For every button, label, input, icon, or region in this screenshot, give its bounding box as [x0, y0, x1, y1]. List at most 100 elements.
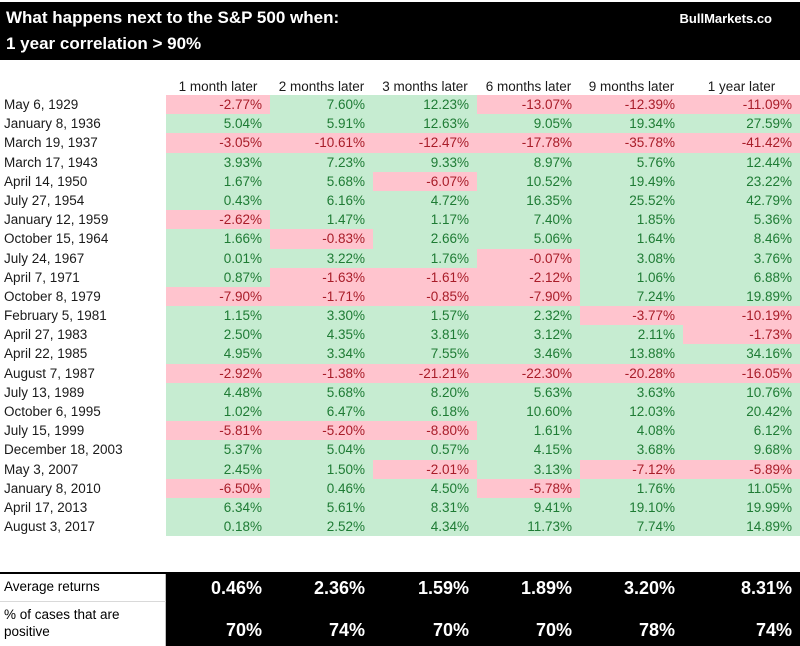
return-value-cell: 2.66%: [373, 229, 477, 249]
title-line-2: 1 year correlation > 90%: [6, 34, 202, 53]
return-value-cell: 0.01%: [166, 248, 270, 268]
title-line-1: What happens next to the S&P 500 when:: [6, 8, 340, 27]
row-date-label: July 13, 1989: [0, 382, 166, 402]
return-value-cell: -12.47%: [373, 133, 477, 153]
average-return-value: 3.20%: [580, 574, 683, 602]
return-value-cell: -10.61%: [270, 133, 373, 153]
return-value-cell: 3.63%: [580, 382, 683, 402]
return-value-cell: 12.03%: [580, 402, 683, 422]
return-value-cell: -1.61%: [373, 267, 477, 287]
return-value-cell: 5.91%: [270, 114, 373, 134]
return-value-cell: 3.76%: [683, 248, 800, 268]
row-date-label: July 24, 1967: [0, 248, 166, 268]
return-value-cell: -10.19%: [683, 306, 800, 326]
return-value-cell: 3.81%: [373, 325, 477, 345]
return-value-cell: 0.46%: [270, 478, 373, 498]
return-value-cell: -2.01%: [373, 459, 477, 479]
return-value-cell: 5.06%: [477, 229, 580, 249]
percent-positive-value: 70%: [166, 602, 270, 646]
row-date-label: January 8, 2010: [0, 478, 166, 498]
return-value-cell: 20.42%: [683, 402, 800, 422]
return-value-cell: 1.06%: [580, 267, 683, 287]
row-date-label: May 3, 2007: [0, 459, 166, 479]
return-value-cell: -1.73%: [683, 325, 800, 345]
return-value-cell: -35.78%: [580, 133, 683, 153]
return-value-cell: -7.90%: [166, 286, 270, 307]
column-header: 1 month later: [178, 79, 258, 94]
column-header: 1 year later: [707, 79, 776, 94]
return-value-cell: 8.97%: [477, 152, 580, 172]
brand-logo: BullMarkets.co: [679, 11, 772, 26]
column-header: 3 months later: [382, 79, 468, 94]
row-date-label: October 6, 1995: [0, 402, 166, 422]
return-value-cell: 14.89%: [683, 517, 800, 537]
return-value-cell: 23.22%: [683, 171, 800, 191]
return-value-cell: 5.63%: [477, 382, 580, 402]
return-value-cell: 6.12%: [683, 421, 800, 441]
return-value-cell: 6.18%: [373, 402, 477, 422]
percent-positive-value: 70%: [373, 602, 477, 646]
column-header: 6 months later: [485, 79, 572, 94]
return-value-cell: 5.04%: [270, 440, 373, 460]
return-value-cell: -5.20%: [270, 421, 373, 441]
return-value-cell: 5.36%: [683, 210, 800, 230]
row-date-label: January 12, 1959: [0, 210, 166, 230]
return-value-cell: 4.48%: [166, 382, 270, 402]
return-value-cell: 1.02%: [166, 402, 270, 422]
return-value-cell: 4.95%: [166, 344, 270, 364]
row-date-label: July 27, 1954: [0, 190, 166, 211]
average-return-value: 1.89%: [477, 574, 580, 602]
return-value-cell: 0.57%: [373, 440, 477, 460]
return-value-cell: 7.40%: [477, 210, 580, 230]
return-value-cell: 0.87%: [166, 267, 270, 287]
return-value-cell: 3.22%: [270, 248, 373, 268]
row-date-label: February 5, 1981: [0, 306, 166, 326]
return-value-cell: 16.35%: [477, 190, 580, 211]
return-value-cell: -0.85%: [373, 286, 477, 307]
row-date-label: May 6, 1929: [0, 95, 166, 115]
return-value-cell: 7.24%: [580, 286, 683, 307]
return-value-cell: 6.47%: [270, 402, 373, 422]
return-value-cell: 1.66%: [166, 229, 270, 249]
return-value-cell: -2.12%: [477, 267, 580, 287]
return-value-cell: 3.68%: [580, 440, 683, 460]
average-returns-label: Average returns: [0, 574, 166, 602]
return-value-cell: 11.05%: [683, 478, 800, 498]
row-date-label: April 17, 2013: [0, 497, 166, 518]
row-date-label: January 8, 1936: [0, 114, 166, 134]
return-value-cell: -41.42%: [683, 133, 800, 153]
summary-section: Average returns 0.46% 2.36% 1.59% 1.89% 3.20…: [0, 574, 800, 646]
returns-grid: May 6, 1929 -2.77% 7.60% 12.23% -13.07% -12.3…: [0, 95, 800, 537]
return-value-cell: 3.46%: [477, 344, 580, 364]
percent-positive-label: % of cases that are positive: [0, 602, 166, 646]
return-value-cell: -1.38%: [270, 363, 373, 383]
return-value-cell: 8.46%: [683, 229, 800, 249]
return-value-cell: 2.32%: [477, 306, 580, 326]
summary-divider: [0, 572, 800, 574]
percent-positive-value: 74%: [683, 602, 800, 646]
return-value-cell: -5.89%: [683, 459, 800, 479]
return-value-cell: 12.23%: [373, 95, 477, 115]
row-date-label: March 17, 1943: [0, 152, 166, 172]
return-value-cell: 2.50%: [166, 325, 270, 345]
return-value-cell: 5.37%: [166, 440, 270, 460]
return-value-cell: 9.41%: [477, 497, 580, 518]
return-value-cell: 9.05%: [477, 114, 580, 134]
return-value-cell: 1.47%: [270, 210, 373, 230]
percent-positive-value: 78%: [580, 602, 683, 646]
return-value-cell: 5.04%: [166, 114, 270, 134]
average-return-value: 1.59%: [373, 574, 477, 602]
row-date-label: April 22, 1985: [0, 344, 166, 364]
row-date-label: October 15, 1964: [0, 229, 166, 249]
return-value-cell: -12.39%: [580, 95, 683, 115]
return-value-cell: 5.61%: [270, 497, 373, 518]
return-value-cell: -2.92%: [166, 363, 270, 383]
return-value-cell: 9.33%: [373, 152, 477, 172]
row-date-label: July 15, 1999: [0, 421, 166, 441]
return-value-cell: -11.09%: [683, 95, 800, 115]
return-value-cell: 19.34%: [580, 114, 683, 134]
average-return-value: 8.31%: [683, 574, 800, 602]
return-value-cell: -13.07%: [477, 95, 580, 115]
return-value-cell: 12.44%: [683, 152, 800, 172]
return-value-cell: 6.34%: [166, 497, 270, 518]
